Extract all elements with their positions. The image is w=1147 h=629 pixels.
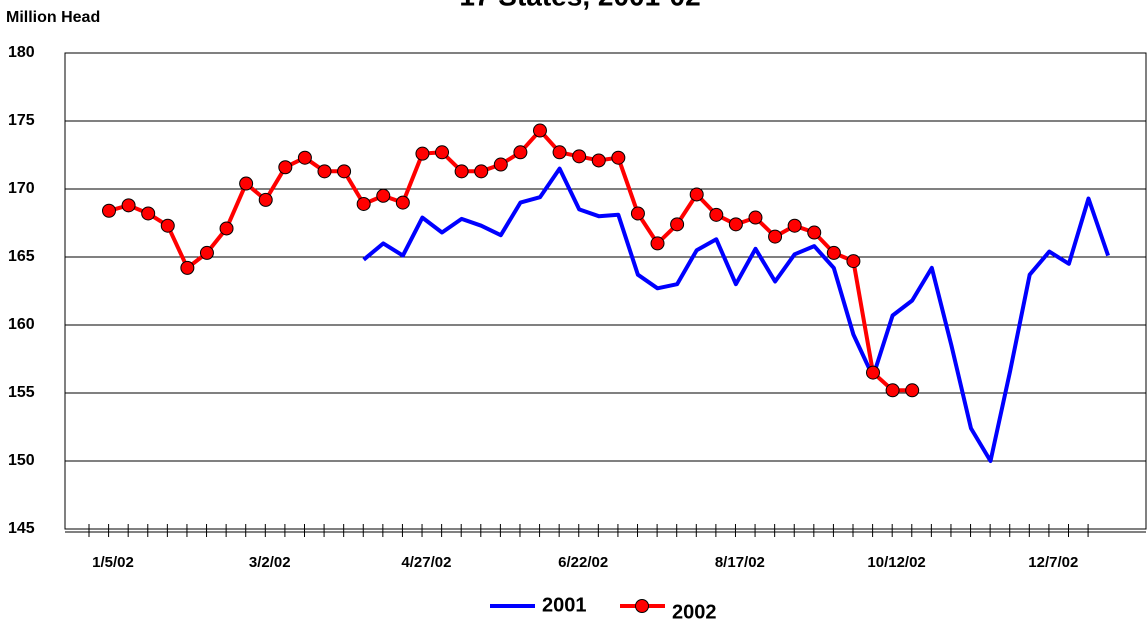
point	[239, 176, 254, 191]
point	[670, 217, 685, 232]
point	[493, 157, 508, 172]
y-tick-label: 150	[8, 452, 35, 469]
point	[121, 198, 136, 213]
x-tick-label: 10/12/02	[867, 554, 925, 571]
x-tick-label: 1/5/02	[92, 554, 134, 571]
plot-frame	[64, 52, 1147, 530]
series-line	[362, 166, 1110, 463]
y-tick-label: 175	[8, 112, 35, 129]
point	[552, 145, 567, 160]
point	[826, 245, 841, 260]
point	[532, 123, 547, 138]
point	[356, 196, 371, 211]
point	[435, 145, 450, 160]
point	[591, 153, 606, 168]
point	[337, 164, 352, 179]
chart-title: 17 States, 2001-02	[459, 0, 700, 11]
y-tick-label: 180	[8, 44, 35, 61]
x-tick-label: 3/2/02	[249, 554, 291, 571]
point	[689, 187, 704, 202]
point	[415, 146, 430, 161]
point	[180, 260, 195, 275]
x-tick-label: 8/17/02	[715, 554, 765, 571]
point	[807, 225, 822, 240]
point	[141, 206, 156, 221]
point	[258, 192, 273, 207]
point	[513, 145, 528, 160]
point	[297, 150, 312, 165]
y-tick-label: 145	[8, 520, 35, 537]
point	[572, 149, 587, 164]
point	[474, 164, 489, 179]
point	[611, 150, 626, 165]
y-tick-label: 160	[8, 316, 35, 333]
point	[748, 210, 763, 225]
point	[768, 229, 783, 244]
legend-label: 2002	[672, 601, 717, 623]
point	[199, 245, 214, 260]
point	[650, 236, 665, 251]
point	[278, 160, 293, 175]
point	[160, 218, 175, 233]
legend-label: 2001	[542, 594, 587, 616]
y-tick-label: 165	[8, 248, 35, 265]
point	[102, 203, 116, 218]
point	[395, 195, 410, 210]
x-tick-label: 6/22/02	[558, 554, 608, 571]
point	[787, 218, 802, 233]
point	[866, 365, 881, 380]
legend-marker	[635, 599, 649, 613]
point	[728, 217, 743, 232]
x-tick-label: 12/7/02	[1028, 554, 1078, 571]
point	[317, 164, 332, 179]
point	[630, 206, 645, 221]
y-tick-label: 155	[8, 384, 35, 401]
y-tick-label: 170	[8, 180, 35, 197]
point	[454, 164, 469, 179]
y-axis-label: Million Head	[6, 9, 100, 26]
point	[846, 254, 861, 269]
point	[219, 221, 234, 236]
point	[709, 207, 724, 222]
point	[905, 383, 920, 398]
point	[376, 188, 391, 203]
x-tick-label: 4/27/02	[401, 554, 451, 571]
point	[885, 383, 900, 398]
